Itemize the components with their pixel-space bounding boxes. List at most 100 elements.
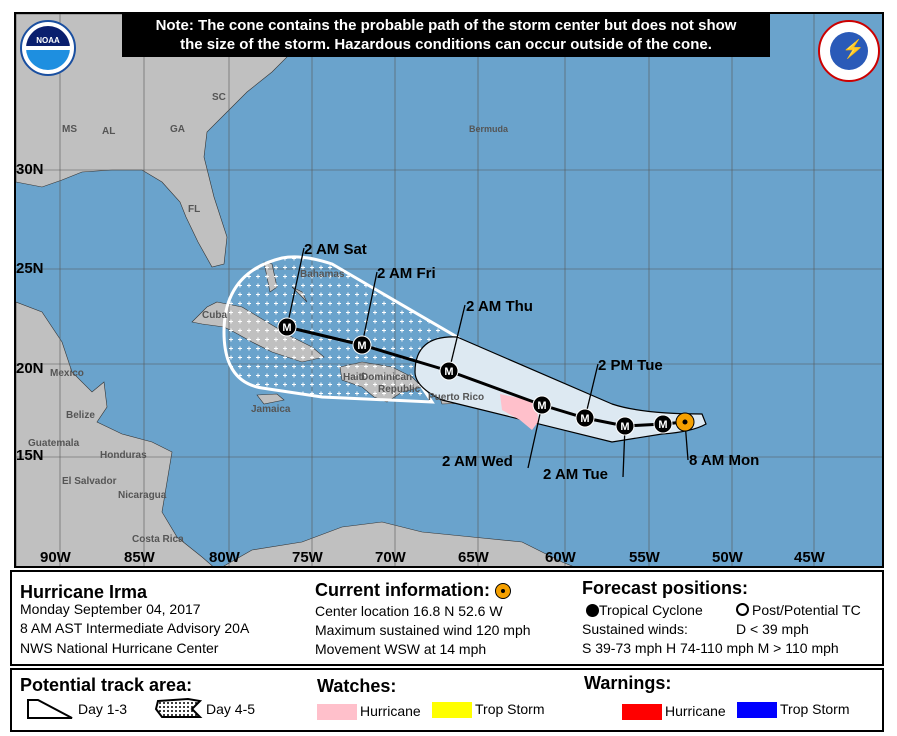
lon-50w: 50W bbox=[712, 549, 743, 566]
label-republic: Republic bbox=[378, 384, 421, 395]
ts-warning-swatch bbox=[737, 702, 777, 719]
center-location: Center location 16.8 N 52.6 W bbox=[315, 603, 503, 619]
ts-watch-text: Trop Storm bbox=[475, 701, 545, 717]
us-southeast bbox=[16, 14, 303, 268]
tropical-cyclone-text: Tropical Cyclone bbox=[599, 602, 703, 618]
legend-post-tc: Post/Potential TC bbox=[736, 601, 861, 620]
forecast-point-marker: M bbox=[439, 361, 459, 381]
advisory-date: Monday September 04, 2017 bbox=[20, 601, 201, 617]
cone-day-1-3 bbox=[414, 336, 707, 443]
lon-90w: 90W bbox=[40, 549, 71, 566]
lon-80w: 80W bbox=[209, 549, 240, 566]
label-nicaragua: Nicaragua bbox=[118, 490, 167, 501]
hurricane-warning-legend: Hurricane bbox=[622, 702, 726, 721]
label-bermuda: Bermuda bbox=[469, 124, 509, 134]
hurricane-watch-area bbox=[500, 394, 538, 430]
forecast-point-marker: M bbox=[532, 395, 552, 415]
current-info-title-text: Current information: bbox=[315, 580, 490, 600]
label-mexico: Mexico bbox=[50, 368, 84, 379]
track-area-title: Potential track area: bbox=[20, 675, 193, 695]
hurricane-watch-text: Hurricane bbox=[360, 703, 421, 719]
forecast-point-marker: M bbox=[575, 408, 595, 428]
label-jamaica: Jamaica bbox=[251, 404, 291, 415]
marker-letter: M bbox=[537, 400, 546, 412]
lon-65w: 65W bbox=[458, 549, 489, 566]
lon-55w: 55W bbox=[629, 549, 660, 566]
lat-30n: 30N bbox=[16, 161, 44, 178]
storm-name: Hurricane Irma bbox=[20, 582, 148, 602]
forecast-markers: M M M M M M M bbox=[277, 317, 695, 436]
label-honduras: Honduras bbox=[100, 450, 147, 461]
label-haiti: Haiti bbox=[343, 372, 365, 383]
marker-letter: M bbox=[444, 366, 453, 378]
wind-d: D < 39 mph bbox=[736, 621, 809, 637]
day45-label: Day 4-5 bbox=[206, 701, 256, 717]
lon-75w: 75W bbox=[292, 549, 323, 566]
label-2am-sat: 2 AM Sat bbox=[304, 241, 367, 258]
watches-title: Watches: bbox=[317, 676, 397, 696]
lat-15n: 15N bbox=[16, 447, 44, 464]
lon-70w: 70W bbox=[375, 549, 406, 566]
ts-watch-legend: Trop Storm bbox=[432, 700, 545, 719]
marker-letter: M bbox=[658, 419, 667, 431]
label-belize: Belize bbox=[66, 410, 95, 421]
forecast-point-marker: M bbox=[277, 317, 297, 337]
label-dominican: Dominican bbox=[361, 372, 413, 383]
label-2am-tue: 2 AM Tue bbox=[543, 466, 609, 483]
issuing-center: NWS National Hurricane Center bbox=[20, 640, 219, 656]
wind-shm: S 39-73 mph H 74-110 mph M > 110 mph bbox=[582, 640, 839, 656]
advisory-number: 8 AM AST Intermediate Advisory 20A bbox=[20, 620, 250, 636]
day13-cone-icon bbox=[27, 699, 73, 719]
label-2am-wed: 2 AM Wed bbox=[442, 453, 513, 470]
label-puerto-rico: Puerto Rico bbox=[428, 392, 485, 403]
label-8am-mon: 8 AM Mon bbox=[689, 452, 760, 469]
mexico-central-america bbox=[16, 301, 213, 566]
hurricane-warning-swatch bbox=[622, 704, 662, 721]
map-canvas: M M M M M M M bbox=[16, 14, 882, 566]
jamaica bbox=[256, 393, 285, 405]
label-el-salvador: El Salvador bbox=[62, 476, 117, 487]
nws-logo: ⚡ bbox=[818, 20, 880, 82]
ts-warning-legend: Trop Storm bbox=[737, 700, 850, 719]
lat-20n: 20N bbox=[16, 360, 44, 377]
lon-60w: 60W bbox=[545, 549, 576, 566]
label-fl: FL bbox=[188, 204, 201, 215]
forecast-point-marker: M bbox=[352, 335, 372, 355]
sustained-winds-label: Sustained winds: bbox=[582, 621, 688, 637]
lon-45w: 45W bbox=[794, 549, 825, 566]
legend-tropical-cyclone: Tropical Cyclone bbox=[586, 601, 703, 620]
forecast-point-marker: M bbox=[615, 416, 635, 436]
filled-circle-icon bbox=[586, 604, 599, 617]
hurricane-warning-text: Hurricane bbox=[665, 703, 726, 719]
label-2am-thu: 2 AM Thu bbox=[466, 298, 533, 315]
max-wind: Maximum sustained wind 120 mph bbox=[315, 622, 531, 638]
lon-85w: 85W bbox=[124, 549, 155, 566]
label-ms: MS bbox=[62, 124, 77, 135]
forecast-point-marker: M bbox=[653, 414, 673, 434]
cone-day-4-5 bbox=[222, 255, 461, 404]
current-position-marker bbox=[675, 412, 695, 432]
label-guatemala: Guatemala bbox=[28, 438, 80, 449]
marker-letter: M bbox=[282, 322, 291, 334]
label-al: AL bbox=[102, 126, 116, 137]
day13-label: Day 1-3 bbox=[78, 701, 128, 717]
marker-letter: M bbox=[357, 340, 366, 352]
info-panel: Hurricane Irma Monday September 04, 2017… bbox=[10, 570, 884, 666]
south-america bbox=[223, 521, 573, 566]
hurricane-watch-legend: Hurricane bbox=[317, 702, 421, 721]
day45-cone-icon bbox=[154, 697, 203, 718]
label-costa-rica: Costa Rica bbox=[132, 534, 184, 545]
noaa-logo: NOAA bbox=[20, 20, 76, 76]
marker-letter: M bbox=[620, 421, 629, 433]
hurricane-watch-swatch bbox=[317, 704, 357, 721]
label-cuba: Cuba bbox=[202, 310, 227, 321]
warnings-title: Warnings: bbox=[584, 673, 672, 693]
legend-panel: Potential track area: Day 1-3 Day 4-5 Wa… bbox=[10, 668, 884, 732]
disclaimer-line-2: the size of the storm. Hazardous conditi… bbox=[180, 36, 712, 53]
current-position-icon bbox=[495, 583, 512, 600]
label-bahamas: Bahamas bbox=[300, 269, 345, 280]
label-sc: SC bbox=[212, 92, 226, 103]
cone-disclaimer: Note: The cone contains the probable pat… bbox=[122, 14, 770, 57]
